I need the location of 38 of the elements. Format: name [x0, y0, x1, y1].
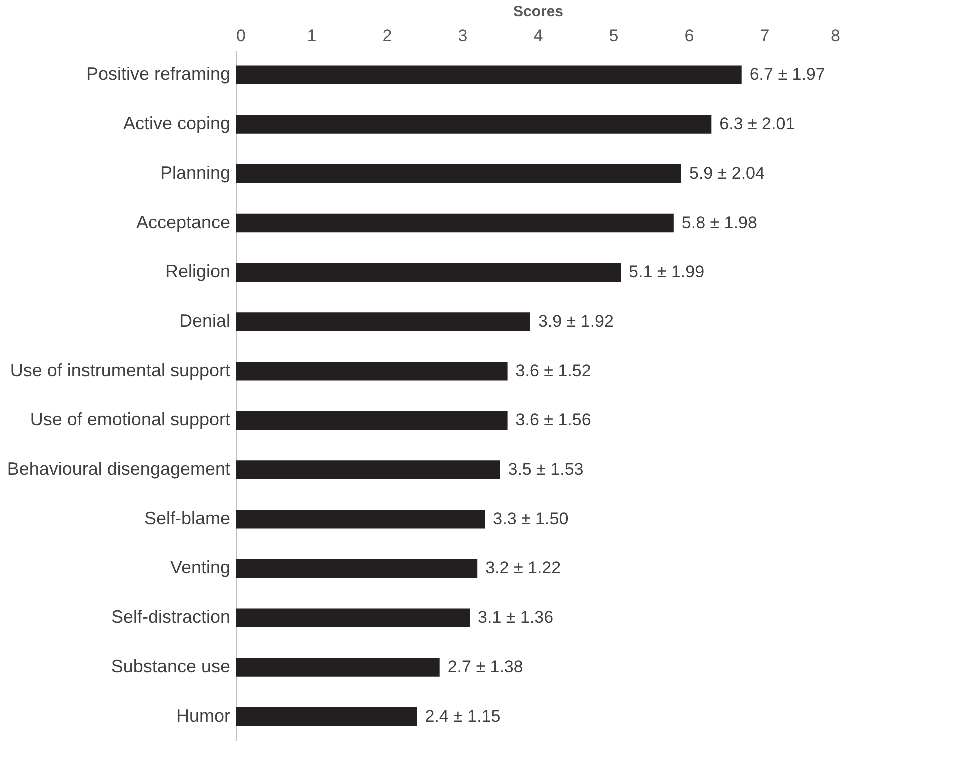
- x-tick-label: 2: [382, 26, 392, 46]
- y-tick-label: Denial: [179, 310, 230, 331]
- x-axis-title: Scores: [513, 4, 564, 20]
- data-label: 3.5 ± 1.53: [508, 460, 584, 480]
- y-tick-label: Active coping: [123, 114, 230, 134]
- data-label: 3.6 ± 1.52: [516, 361, 592, 380]
- x-tick-label: 5: [609, 26, 619, 46]
- y-tick-label: Religion: [165, 262, 230, 282]
- data-label: 5.8 ± 1.98: [682, 213, 758, 232]
- x-tick-label: 4: [534, 26, 544, 46]
- data-label: 6.7 ± 1.97: [750, 65, 826, 84]
- data-label: 5.1 ± 1.99: [629, 262, 705, 282]
- data-label: 3.9 ± 1.92: [538, 312, 614, 331]
- data-label: 3.6 ± 1.56: [516, 410, 592, 430]
- y-tick-label: Humor: [176, 706, 230, 726]
- y-tick-label: Planning: [160, 162, 230, 183]
- y-tick-label: Substance use: [111, 656, 230, 676]
- y-tick-label: Positive reframing: [86, 64, 230, 84]
- y-tick-label: Self-distraction: [111, 607, 230, 628]
- y-tick-label: Use of instrumental support: [10, 360, 230, 380]
- x-tick-label: 7: [760, 26, 770, 46]
- data-label: 3.2 ± 1.22: [486, 558, 562, 578]
- data-label: 3.3 ± 1.50: [493, 509, 569, 528]
- y-tick-label: Acceptance: [136, 212, 230, 232]
- y-tick-label: Behavioural disengagement: [7, 459, 230, 480]
- y-tick-label: Use of emotional support: [30, 410, 230, 430]
- x-tick-label: 8: [831, 26, 840, 46]
- data-label: 5.9 ± 2.04: [689, 164, 765, 183]
- data-label: 3.1 ± 1.36: [478, 608, 554, 628]
- x-tick-label: 3: [458, 26, 468, 46]
- data-label: 6.3 ± 2.01: [720, 114, 796, 134]
- data-label: 2.7 ± 1.38: [448, 657, 524, 676]
- data-label: 2.4 ± 1.15: [425, 706, 501, 726]
- x-tick-label: 0: [236, 26, 246, 46]
- y-tick-label: Self-blame: [144, 508, 230, 528]
- y-tick-label: Venting: [170, 558, 230, 578]
- x-tick-label: 6: [684, 26, 694, 46]
- x-tick-label: 1: [307, 26, 317, 46]
